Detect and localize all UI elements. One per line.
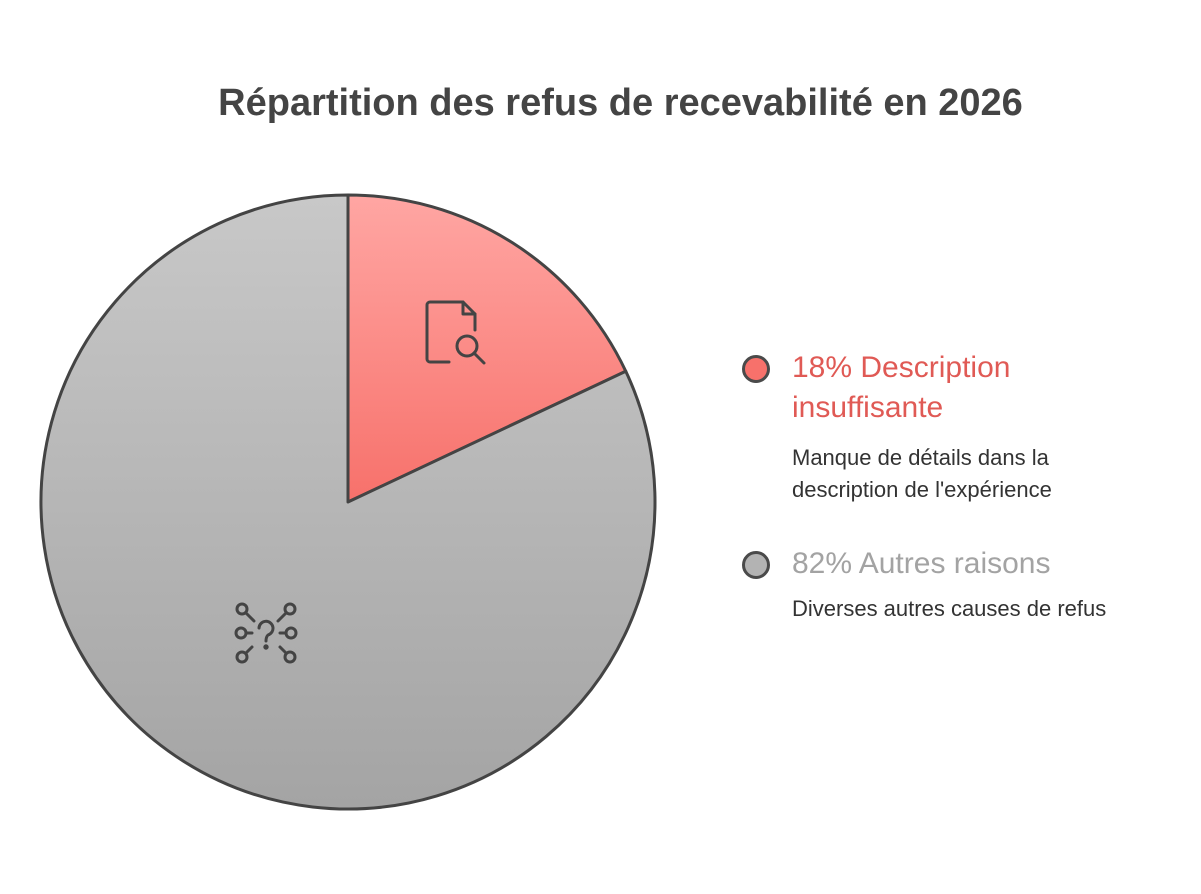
legend-label-grey: 82% Autres raisons	[792, 547, 1051, 580]
legend-dot-grey	[742, 551, 770, 579]
legend-dot-red	[742, 355, 770, 383]
legend-description-red: Manque de détails dans la description de…	[792, 445, 1052, 502]
chart-title: Répartition des refus de recevabilité en…	[218, 82, 1023, 124]
network-question-icon	[234, 602, 298, 664]
legend-label-red: 18% Description insuffisante	[792, 351, 1011, 424]
pie-slice-autres-raisons	[39, 193, 657, 811]
pie-slice-description-insuffisante	[346, 193, 628, 504]
document-search-icon	[425, 300, 486, 365]
legend-description-grey: Diverses autres causes de refus	[792, 596, 1107, 621]
